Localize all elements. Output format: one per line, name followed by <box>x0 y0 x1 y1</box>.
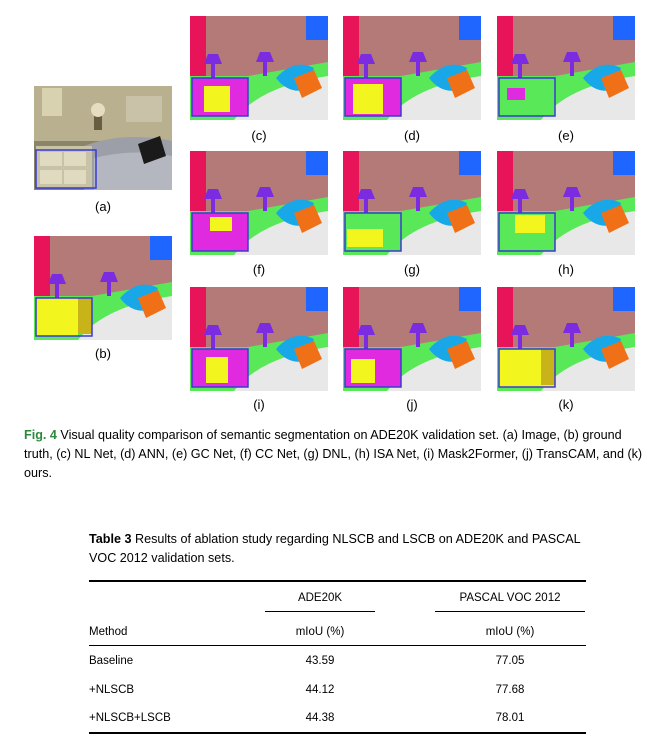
panel-b-ground-truth <box>34 236 172 340</box>
panel-j-transcam <box>343 287 481 391</box>
panel-label-e: (e) <box>558 128 574 143</box>
panel-label-g: (g) <box>404 262 420 277</box>
panel-i-mask2former <box>190 287 328 391</box>
panel-label-a: (a) <box>95 199 111 214</box>
table-cell-ade20k: 43.59 <box>305 655 335 667</box>
panel-e-gc-net <box>497 16 635 120</box>
table-header-rule <box>89 645 586 646</box>
table-group-underline-voc <box>435 611 585 612</box>
table-cell-ade20k: 44.12 <box>305 684 335 696</box>
panel-a-image <box>34 86 172 190</box>
panel-k-ours <box>497 287 635 391</box>
segmentation-map <box>190 151 328 255</box>
figure-caption-text: Visual quality comparison of semantic se… <box>24 428 643 480</box>
segmentation-map <box>497 287 635 391</box>
segmentation-map <box>343 287 481 391</box>
segmentation-map <box>343 16 481 120</box>
panel-label-f: (f) <box>252 262 266 277</box>
table-header-miou-voc: mIoU (%) <box>485 626 535 638</box>
panel-d-ann <box>343 16 481 120</box>
table-cell-method: +NLSCB <box>89 684 135 696</box>
segmentation-map <box>190 16 328 120</box>
table-cell-voc: 77.05 <box>495 655 525 667</box>
panel-c-nl-net <box>190 16 328 120</box>
panel-h-isa-net <box>497 151 635 255</box>
table-top-rule <box>89 580 586 582</box>
panel-label-h: (h) <box>558 262 574 277</box>
segmentation-map <box>497 16 635 120</box>
table-cell-voc: 78.01 <box>495 712 525 724</box>
panel-g-dnl <box>343 151 481 255</box>
segmentation-map <box>190 287 328 391</box>
panel-f-cc-net <box>190 151 328 255</box>
table-group-header-voc: PASCAL VOC 2012 <box>459 592 561 604</box>
panel-label-k: (k) <box>558 397 574 412</box>
table-title-text: Results of ablation study regarding NLSC… <box>89 532 581 565</box>
segmentation-map <box>34 236 172 340</box>
table-cell-method: Baseline <box>89 655 134 667</box>
table-title: Table 3 Results of ablation study regard… <box>89 530 609 568</box>
table-group-underline-ade20k <box>265 611 375 612</box>
table-header-miou-ade20k: mIoU (%) <box>295 626 345 638</box>
panel-label-b: (b) <box>95 346 111 361</box>
panel-label-i: (i) <box>253 397 265 412</box>
table-group-header-ade20k: ADE20K <box>297 592 343 604</box>
panel-label-d: (d) <box>404 128 420 143</box>
segmentation-map <box>497 151 635 255</box>
figure-caption-label: Fig. 4 <box>24 428 57 442</box>
panel-label-c: (c) <box>251 128 267 143</box>
table-bottom-rule <box>89 732 586 734</box>
table-cell-method: +NLSCB+LSCB <box>89 712 171 724</box>
table-cell-ade20k: 44.38 <box>305 712 335 724</box>
table-header-method: Method <box>89 626 128 638</box>
table-cell-voc: 77.68 <box>495 684 525 696</box>
panel-label-j: (j) <box>406 397 418 412</box>
segmentation-map <box>343 151 481 255</box>
table-title-label: Table 3 <box>89 532 132 546</box>
figure-caption: Fig. 4 Visual quality comparison of sema… <box>24 426 644 483</box>
bedroom-photo <box>34 86 172 190</box>
